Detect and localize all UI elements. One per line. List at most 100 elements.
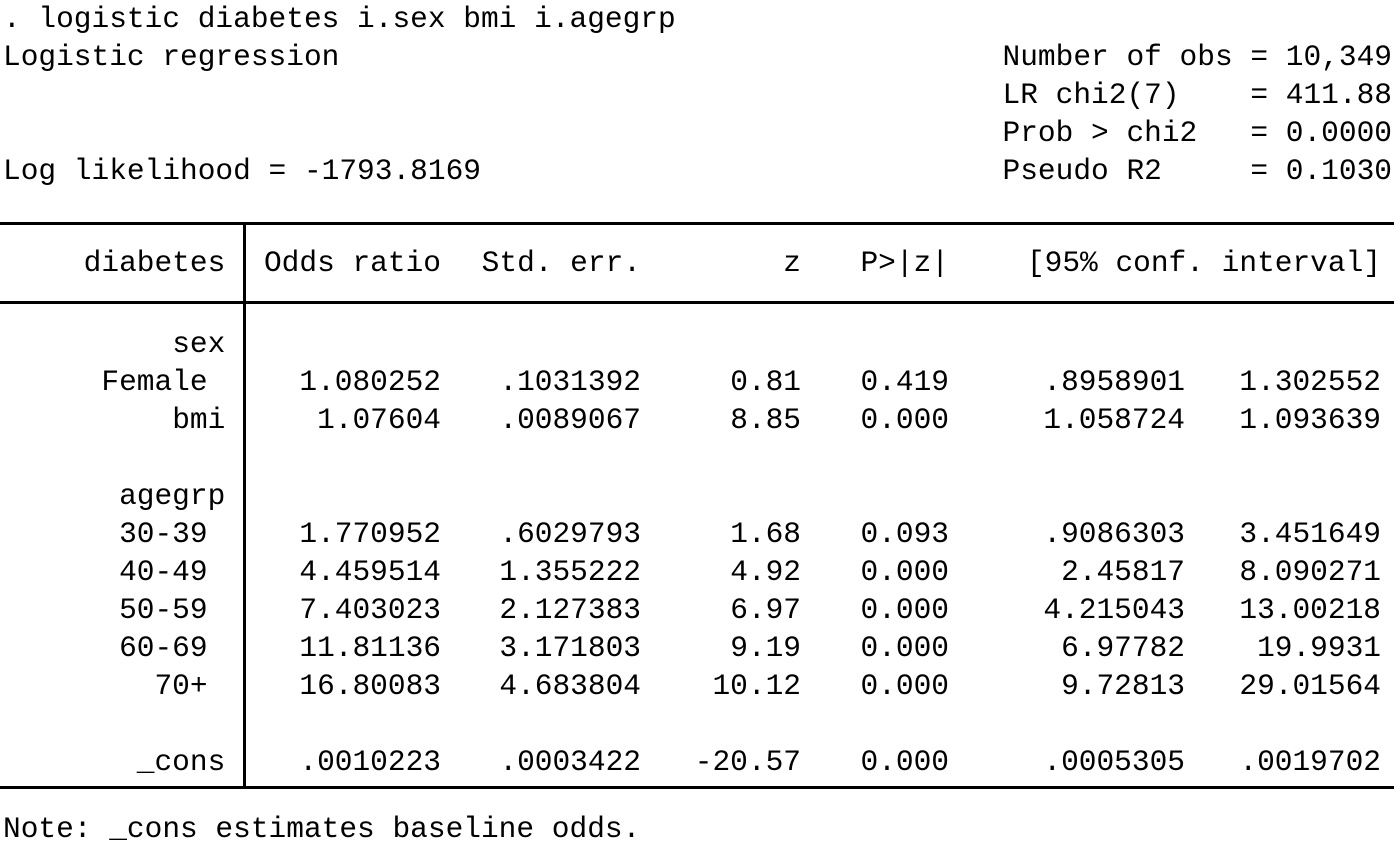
cell-odds-ratio — [243, 477, 441, 515]
cell-z: 4.92 — [730, 555, 801, 589]
table-row: 60-69 11.81136 3.171803 9.19 0.000 6.977… — [0, 629, 1394, 667]
cell-std-err: 1.355222 — [499, 555, 641, 589]
cell-p-value: 0.000 — [860, 745, 949, 779]
cell-std-err — [441, 325, 641, 363]
depvar-label: diabetes — [83, 246, 243, 280]
table-row: agegrp — [0, 477, 1394, 515]
cell-ci-lower — [949, 439, 1185, 477]
cell-ci-upper: 29.01564 — [1239, 669, 1381, 703]
col-header-std-err: Std. err. — [481, 246, 641, 280]
cell-ci-upper: 3.451649 — [1239, 517, 1381, 551]
col-header-conf-interval: [95% conf. interval] — [1026, 246, 1381, 280]
cell-ci-lower: 6.97782 — [1061, 631, 1185, 665]
cell-ci-upper: 1.302552 — [1239, 365, 1381, 399]
row-label: sex — [172, 327, 243, 361]
table-body: sex Female 1.080252 .1031392 0.81 0.419 … — [0, 304, 1394, 786]
row-label: _cons — [136, 745, 243, 779]
cell-std-err: .6029793 — [499, 517, 641, 551]
cell-odds-ratio — [243, 325, 441, 363]
cell-odds-ratio: 1.080252 — [299, 365, 441, 399]
cell-std-err: 4.683804 — [499, 669, 641, 703]
cell-p-value: 0.000 — [860, 593, 949, 627]
table-row: sex — [0, 325, 1394, 363]
cell-z: 9.19 — [730, 631, 801, 665]
cell-odds-ratio: .0010223 — [299, 745, 441, 779]
cell-z — [641, 705, 801, 743]
row-label: bmi — [172, 403, 243, 437]
cell-ci-upper: 1.093639 — [1239, 403, 1381, 437]
results-table: diabetes Odds ratio Std. err. z P>|z| [9… — [0, 222, 1394, 789]
cell-odds-ratio: 1.770952 — [299, 517, 441, 551]
cell-z — [641, 439, 801, 477]
cell-p-value: 0.000 — [860, 631, 949, 665]
output-header: . logistic diabetes i.sex bmi i.agegrp L… — [0, 0, 1394, 190]
row-label — [0, 439, 243, 477]
table-row: _cons .0010223 .0003422 -20.57 0.000 .00… — [0, 743, 1394, 781]
row-label — [0, 705, 243, 743]
fit-statistic-text: Number of obs = 10,349 — [1002, 40, 1392, 74]
cell-odds-ratio: 4.459514 — [299, 555, 441, 589]
col-header-p-value: P>|z| — [860, 246, 949, 280]
output-line: Logistic regression Number of obs = 10,3… — [0, 38, 1394, 76]
cell-std-err — [441, 439, 641, 477]
cell-ci-lower — [949, 325, 1185, 363]
table-row — [0, 439, 1394, 477]
cell-p-value: 0.000 — [860, 403, 949, 437]
table-row: 50-59 7.403023 2.127383 6.97 0.000 4.215… — [0, 591, 1394, 629]
cell-ci-lower: 4.215043 — [1043, 593, 1185, 627]
cell-ci-upper — [1185, 325, 1381, 363]
cell-ci-upper: .0019702 — [1239, 745, 1381, 779]
cell-ci-upper — [1185, 439, 1381, 477]
cell-std-err — [441, 477, 641, 515]
cell-ci-upper — [1185, 705, 1381, 743]
cell-odds-ratio: 1.07604 — [317, 403, 441, 437]
output-line: LR chi2(7) = 411.88 — [0, 76, 1394, 114]
output-line: Log likelihood = -1793.8169 Pseudo R2 = … — [0, 152, 1394, 190]
cell-ci-lower: 9.72813 — [1061, 669, 1185, 703]
cell-std-err: .0089067 — [499, 403, 641, 437]
cell-ci-upper: 19.9931 — [1257, 631, 1381, 665]
cell-p-value: 0.000 — [860, 555, 949, 589]
table-row — [0, 705, 1394, 743]
cell-std-err: .1031392 — [499, 365, 641, 399]
fit-statistic-text: Pseudo R2 = 0.1030 — [1002, 154, 1392, 188]
row-label: 60-69 — [119, 631, 243, 665]
row-label: agegrp — [119, 479, 243, 513]
cell-std-err — [441, 705, 641, 743]
cell-ci-lower: 2.45817 — [1061, 555, 1185, 589]
table-row: 30-39 1.770952 .6029793 1.68 0.093 .9086… — [0, 515, 1394, 553]
table-header-row: diabetes Odds ratio Std. err. z P>|z| [9… — [0, 225, 1394, 304]
row-label: Female — [101, 365, 243, 399]
fit-statistic-text: LR chi2(7) = 411.88 — [1002, 78, 1392, 112]
cell-p-value — [801, 477, 949, 515]
output-line-left-text: . logistic diabetes i.sex bmi i.agegrp — [3, 2, 676, 36]
cell-odds-ratio: 16.80083 — [299, 669, 441, 703]
cell-p-value: 0.000 — [860, 669, 949, 703]
cell-p-value — [801, 325, 949, 363]
cell-std-err: .0003422 — [499, 745, 641, 779]
fit-statistic-text: Prob > chi2 = 0.0000 — [1002, 116, 1392, 150]
cell-z: 10.12 — [712, 669, 801, 703]
cell-ci-lower: .0005305 — [1043, 745, 1185, 779]
row-label: 30-39 — [119, 517, 243, 551]
cell-p-value: 0.093 — [860, 517, 949, 551]
table-row: 70+ 16.80083 4.683804 10.12 0.000 9.7281… — [0, 667, 1394, 705]
cell-ci-lower: 1.058724 — [1043, 403, 1185, 437]
cell-ci-lower — [949, 477, 1185, 515]
cell-std-err: 2.127383 — [499, 593, 641, 627]
column-divider — [243, 225, 246, 786]
cell-ci-lower: .9086303 — [1043, 517, 1185, 551]
cell-z: 1.68 — [730, 517, 801, 551]
cell-ci-upper: 8.090271 — [1239, 555, 1381, 589]
cell-p-value — [801, 439, 949, 477]
cell-p-value — [801, 705, 949, 743]
cell-z: 6.97 — [730, 593, 801, 627]
table-row: 40-49 4.459514 1.355222 4.92 0.000 2.458… — [0, 553, 1394, 591]
row-label: 70+ — [154, 669, 243, 703]
output-line-left-text: Log likelihood = -1793.8169 — [3, 154, 481, 188]
cell-odds-ratio: 7.403023 — [299, 593, 441, 627]
cell-ci-lower — [949, 705, 1185, 743]
table-row: Female 1.080252 .1031392 0.81 0.419 .895… — [0, 363, 1394, 401]
output-line-left-text: Logistic regression — [3, 40, 340, 74]
col-header-odds-ratio: Odds ratio — [263, 246, 441, 280]
